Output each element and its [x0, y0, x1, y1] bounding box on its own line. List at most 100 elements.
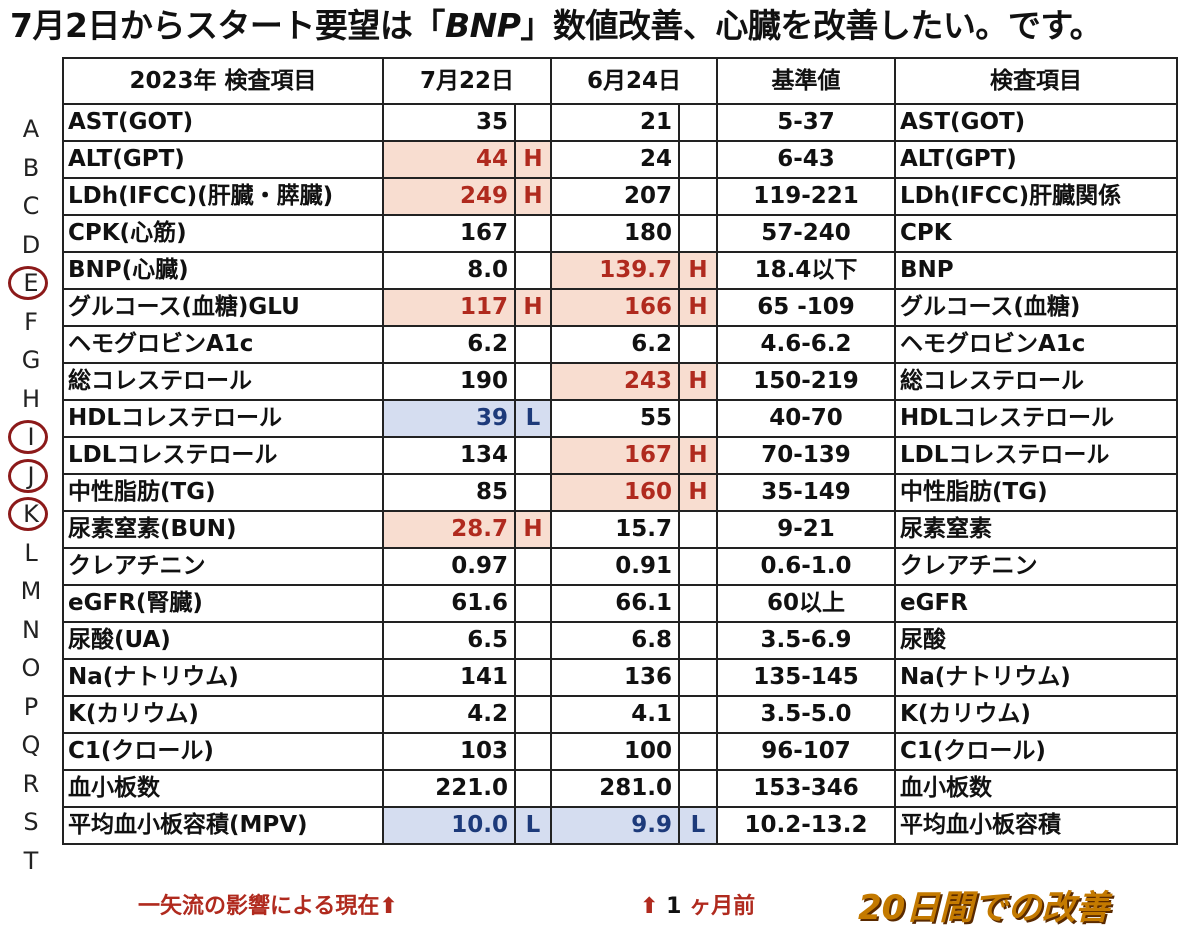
value-jul22: 39: [382, 399, 516, 438]
value-jun24: 281.0: [550, 769, 680, 808]
value-jul22: 117: [382, 288, 516, 327]
value-jul22: 167: [382, 214, 516, 253]
row-letter: D: [0, 226, 62, 265]
lab-results-table: 2023年 検査項目 7月22日 6月24日 基準値 検査項目 AST(GOT)…: [62, 57, 1178, 845]
header-item: 2023年 検査項目: [62, 57, 384, 105]
value-jun24: 100: [550, 732, 680, 771]
value-jun24: 180: [550, 214, 680, 253]
reference-range: 9-21: [716, 510, 896, 549]
item-name: ALT(GPT): [62, 140, 384, 179]
value-jun24: 21: [550, 103, 680, 142]
highlight-circle-icon: [8, 420, 48, 454]
value-jul22: 103: [382, 732, 516, 771]
flag-jul22: L: [514, 806, 552, 845]
table-row: 尿素窒素(BUN) 28.7 H 15.7 9-21 尿素窒素: [62, 510, 1178, 549]
item-name: Na(ナトリウム): [62, 658, 384, 697]
value-jun24: 243: [550, 362, 680, 401]
row-letter: L: [0, 534, 62, 573]
reference-range: 3.5-6.9: [716, 621, 896, 660]
value-jul22: 44: [382, 140, 516, 179]
row-letter-text: H: [21, 384, 41, 413]
flag-jun24: [678, 325, 718, 364]
reference-range: 135-145: [716, 658, 896, 697]
reference-range: 40-70: [716, 399, 896, 438]
item-name: eGFR(腎臓): [62, 584, 384, 623]
reference-range: 3.5-5.0: [716, 695, 896, 734]
row-letter-text: O: [21, 654, 41, 682]
header-date-jul22: 7月22日: [382, 57, 552, 105]
flag-jul22: H: [514, 288, 552, 327]
table-row: 中性脂肪(TG) 85 160 H 35-149 中性脂肪(TG): [62, 473, 1178, 512]
item-name-right: グルコース(血糖): [894, 288, 1178, 327]
item-name: HDLコレステロール: [62, 399, 384, 438]
flag-jul22: [514, 769, 552, 808]
item-name: 尿素窒素(BUN): [62, 510, 384, 549]
item-name-right: HDLコレステロール: [894, 399, 1178, 438]
table-row: クレアチニン 0.97 0.91 0.6-1.0 クレアチニン: [62, 547, 1178, 586]
row-letter-text: N: [22, 615, 40, 644]
row-letter: T: [0, 842, 62, 881]
value-jun24: 139.7: [550, 251, 680, 290]
item-name-right: LDh(IFCC)肝臓関係: [894, 177, 1178, 216]
row-letter: Q: [0, 726, 62, 765]
flag-jul22: [514, 214, 552, 253]
table-row: 血小板数 221.0 281.0 153-346 血小板数: [62, 769, 1178, 808]
flag-jun24: H: [678, 288, 718, 327]
item-name: 平均血小板容積(MPV): [62, 806, 384, 845]
table-row: eGFR(腎臓) 61.6 66.1 60以上 eGFR: [62, 584, 1178, 623]
item-name: K(カリウム): [62, 695, 384, 734]
reference-range: 0.6-1.0: [716, 547, 896, 586]
footer-month-text: ヶ月前: [689, 894, 756, 919]
value-jun24: 6.2: [550, 325, 680, 364]
table-row: 尿酸(UA) 6.5 6.8 3.5-6.9 尿酸: [62, 621, 1178, 660]
reference-range: 35-149: [716, 473, 896, 512]
item-name-right: 中性脂肪(TG): [894, 473, 1178, 512]
up-arrow-icon: ⬆: [640, 894, 659, 919]
table-row: LDh(IFCC)(肝臓・膵臓) 249 H 207 119-221 LDh(IFCC)肝…: [62, 177, 1178, 216]
flag-jul22: H: [514, 177, 552, 216]
reference-range: 153-346: [716, 769, 896, 808]
table-row: CPK(心筋) 167 180 57-240 CPK: [62, 214, 1178, 253]
footer-current-note: 一矢流の影響による現在⬆: [138, 894, 398, 919]
flag-jun24: [678, 177, 718, 216]
row-letter-text: M: [20, 577, 42, 605]
item-name-right: eGFR: [894, 584, 1178, 623]
table-row: 総コレステロール 190 243 H 150-219 総コレステロール: [62, 362, 1178, 401]
reference-range: 6-43: [716, 140, 896, 179]
flag-jul22: H: [514, 140, 552, 179]
reference-range: 96-107: [716, 732, 896, 771]
header-reference: 基準値: [716, 57, 896, 105]
item-name-right: AST(GOT): [894, 103, 1178, 142]
reference-range: 10.2-13.2: [716, 806, 896, 845]
item-name: 中性脂肪(TG): [62, 473, 384, 512]
flag-jul22: [514, 362, 552, 401]
flag-jul22: [514, 547, 552, 586]
value-jun24: 9.9: [550, 806, 680, 845]
value-jul22: 0.97: [382, 547, 516, 586]
row-letter-text: S: [23, 808, 39, 836]
highlight-circle-icon: [8, 266, 48, 300]
value-jun24: 15.7: [550, 510, 680, 549]
header-item-right: 検査項目: [894, 57, 1178, 105]
title-part-bnp: BNP: [444, 6, 521, 45]
row-letter-text: B: [22, 153, 40, 182]
value-jun24: 207: [550, 177, 680, 216]
flag-jun24: [678, 510, 718, 549]
flag-jun24: [678, 547, 718, 586]
value-jun24: 166: [550, 288, 680, 327]
row-letter: F: [0, 303, 62, 342]
value-jul22: 85: [382, 473, 516, 512]
flag-jun24: H: [678, 362, 718, 401]
item-name-right: 尿酸: [894, 621, 1178, 660]
table-row: LDLコレステロール 134 167 H 70-139 LDLコレステロール: [62, 436, 1178, 475]
table-row: HDLコレステロール 39 L 55 40-70 HDLコレステロール: [62, 399, 1178, 438]
table-row: グルコース(血糖)GLU 117 H 166 H 65 -109 グルコース(血糖): [62, 288, 1178, 327]
row-letter-text: L: [24, 538, 38, 567]
value-jul22: 190: [382, 362, 516, 401]
item-name: C1(クロール): [62, 732, 384, 771]
reference-range: 70-139: [716, 436, 896, 475]
value-jun24: 136: [550, 658, 680, 697]
row-letter-text: A: [22, 115, 40, 143]
flag-jun24: [678, 621, 718, 660]
item-name-right: ヘモグロビンA1c: [894, 325, 1178, 364]
